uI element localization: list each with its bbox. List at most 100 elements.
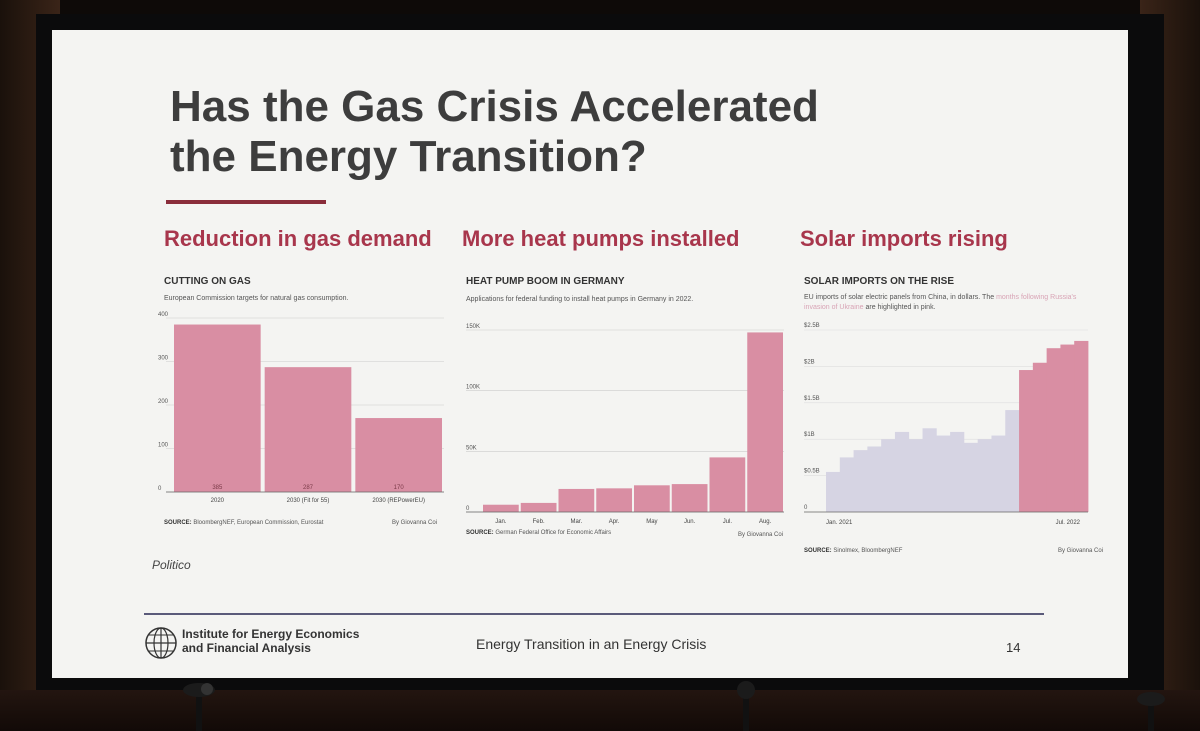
source-label: SOURCE: [164,520,192,526]
microphone-icon [183,683,215,731]
subtitle-part: are highlighted in pink. [863,304,936,311]
chart-title-heat-pumps: HEAT PUMP BOOM IN GERMANY [466,276,625,287]
x-tick-label: 2030 (Fit for 55) [287,498,330,504]
chart-title-gas: CUTTING ON GAS [164,276,251,287]
source-text: Sinolmex, BloombergNEF [833,548,903,554]
source-text: BloombergNEF, European Commission, Euros… [193,520,324,526]
page-number: 14 [1006,640,1021,655]
y-tick-label: $0.5B [804,469,820,475]
x-tick-label: May [646,519,657,525]
y-tick-label: 0 [466,506,470,512]
footer-rule [144,613,1044,615]
x-tick-label: Aug. [759,519,772,525]
bar [634,485,670,512]
x-tick-label: Feb. [533,519,545,525]
y-tick-label: 0 [804,505,808,511]
area-step [1060,344,1075,512]
bar [520,502,557,512]
y-tick-label: 0 [158,486,162,492]
area-step [1046,348,1061,512]
bar [747,332,783,512]
slide-title-line-2: the Energy Transition? [170,132,647,181]
area-step [963,442,979,512]
area-step [867,446,882,512]
y-tick-label: $1.5B [804,396,820,402]
bar [483,504,519,512]
chart-subtitle-heat-pumps: Applications for federal funding to inst… [466,296,694,303]
bar [174,324,261,492]
bar-value-label: 385 [212,485,223,491]
org-name-line-2: and Financial Analysis [182,641,311,655]
chart-solar-imports: 0 $0.5B $1B $1.5B $2B $2.5B Jan. 2021 Jul. 2022 [804,323,1089,526]
x-tick-label: Jan. [495,519,507,525]
y-tick-label: $1B [804,432,815,438]
source-label: SOURCE: [804,548,832,554]
y-tick-label: 50K [466,445,477,451]
footer-subject: Energy Transition in an Energy Crisis [476,636,707,652]
chart-gas-demand: 0 100 200 300 400 385 2020 287 2030 (Fit for 55)… [158,312,444,504]
byline-heat-pumps: By Giovanna Coi [738,532,784,538]
chart-title-solar: SOLAR IMPORTS ON THE RISE [804,276,955,287]
microphone-icon [1137,692,1165,731]
x-tick-label: Jul. 2022 [1056,520,1081,526]
chart-heat-pumps: 0 50K 100K 150K Jan. Feb. Mar. Apr. May Jun. Jul. A… [466,324,784,525]
slide-title-line-1: Has the Gas Crisis Accelerated [170,82,819,131]
bar [355,418,442,492]
y-tick-label: 100 [158,443,169,449]
microphone-icon [737,681,755,731]
y-tick-label: $2.5B [804,323,820,329]
y-tick-label: 300 [158,356,169,362]
source-heat-pumps: SOURCE: German Federal Office for Econom… [466,530,611,536]
area-step [881,439,896,512]
area-step [950,431,965,512]
area-step [1032,362,1048,512]
x-tick-label: Jul. [723,519,733,525]
byline-solar: By Giovanna Coi [1058,548,1104,554]
y-tick-label: 150K [466,324,480,330]
source-solar: SOURCE: Sinolmex, BloombergNEF [804,548,902,554]
bar [596,488,632,512]
y-tick-label: $2B [804,359,815,365]
subtitle-part: EU imports of solar electric panels from… [804,294,997,301]
area-step [977,439,992,512]
source-gas: SOURCE: BloombergNEF, European Commissio… [164,520,323,526]
area-step [991,435,1006,512]
panel-heading-heat-pumps: More heat pumps installed [462,226,740,251]
area-step [1005,410,1020,512]
area-step [894,431,910,512]
bar [558,488,595,512]
x-tick-label: Apr. [609,519,620,525]
area-step [1019,370,1034,512]
title-underline [166,200,326,204]
slide-title: Has the Gas Crisis Accelerated the Energ… [170,82,819,182]
subtitle-highlight: months following Russia's invasion of Uk… [804,294,1077,311]
ceiling [0,0,1200,14]
area-step [839,457,854,512]
globe-logo-icon [145,627,177,659]
area-step [922,428,937,512]
x-tick-label: Mar. [571,519,583,525]
y-tick-label: 400 [158,312,169,318]
area-step [826,471,841,512]
area-step [908,439,923,512]
x-tick-label: 2020 [211,498,225,504]
x-tick-label: 2030 (REPowerEU) [372,498,425,504]
publisher-label: Politico [152,558,191,572]
source-label: SOURCE: [466,530,494,536]
y-tick-label: 100K [466,385,480,391]
chart-subtitle-gas: European Commission targets for natural … [164,295,349,302]
area-step [1074,340,1089,512]
x-tick-label: Jan. 2021 [826,520,853,526]
x-tick-label: Jun. [684,519,696,525]
presentation-slide: Has the Gas Crisis Accelerated the Energ… [52,30,1128,678]
bar [709,457,746,512]
bar [264,367,352,492]
bar-value-label: 287 [303,485,314,491]
source-text: German Federal Office for Economic Affai… [495,530,612,536]
area-step [936,435,951,512]
bar-value-label: 170 [394,485,405,491]
org-name: Institute for Energy Economics and Finan… [182,627,359,655]
chart-subtitle-solar: EU imports of solar electric panels from… [804,293,1094,313]
byline-gas: By Giovanna Coi [392,520,438,526]
y-tick-label: 200 [158,399,169,405]
